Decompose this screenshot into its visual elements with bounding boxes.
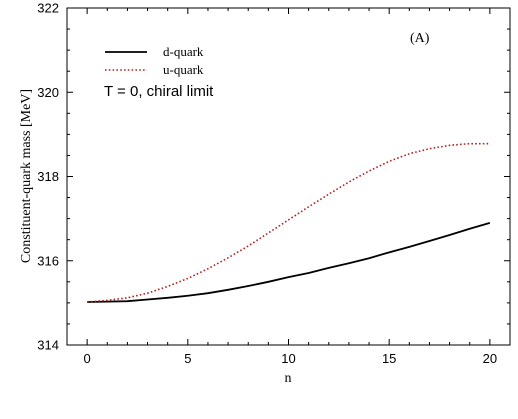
x-tick-label: 15: [382, 351, 396, 366]
legend: d-quark u-quark: [105, 44, 204, 77]
x-tick-label: 10: [281, 351, 295, 366]
plot-frame: [66, 7, 511, 346]
legend-label-u-quark: u-quark: [163, 62, 204, 77]
x-axis-title: n: [285, 371, 292, 386]
y-axis-title: Constituent-quark mass [MeV]: [19, 89, 34, 263]
y-tick-label: 316: [37, 253, 59, 268]
ticks-group: 0 5 10 15 20 314 316 318 320 322: [37, 1, 511, 366]
y-tick-label: 320: [37, 85, 59, 100]
y-tick-label: 322: [37, 1, 59, 16]
condition-annotation: T = 0, chiral limit: [104, 83, 214, 100]
series-line-d-quark: [87, 221, 491, 303]
series-line-u-quark: [87, 142, 490, 303]
y-tick-label: 314: [37, 338, 59, 353]
x-tick-label: 5: [184, 351, 191, 366]
x-tick-label: 0: [84, 351, 91, 366]
x-tick-label: 20: [483, 351, 497, 366]
panel-label: (A): [410, 31, 430, 46]
legend-label-d-quark: d-quark: [163, 44, 204, 59]
y-tick-label: 318: [37, 169, 59, 184]
series-group: [87, 142, 491, 303]
